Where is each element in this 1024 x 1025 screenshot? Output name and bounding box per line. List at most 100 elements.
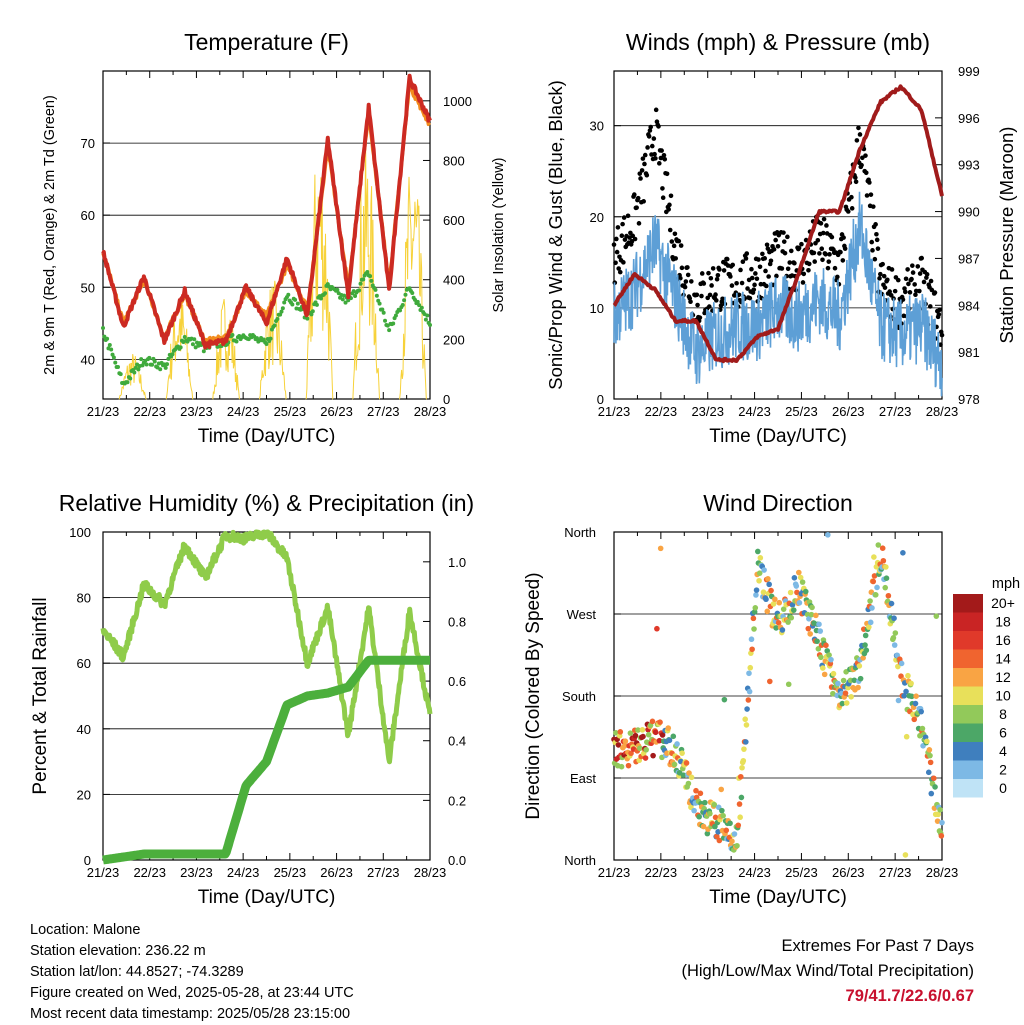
direction-point <box>622 738 629 745</box>
dewpoint-point <box>393 313 398 318</box>
gust-point <box>869 239 875 245</box>
direction-point <box>621 742 628 749</box>
gust-point <box>638 176 643 181</box>
gust-point <box>699 293 704 299</box>
gust-point <box>721 268 727 273</box>
y2-tick-label: 0.2 <box>448 793 466 808</box>
dewpoint-point <box>102 334 107 339</box>
direction-point <box>898 660 905 667</box>
gust-point <box>666 207 671 212</box>
gust-point <box>743 256 749 261</box>
gust-point <box>683 279 689 284</box>
gust-point <box>782 250 788 256</box>
gust-point <box>779 266 785 271</box>
gust-point <box>660 195 666 201</box>
gust-point <box>648 124 654 130</box>
y2-tick-label: 1000 <box>443 94 472 109</box>
direction-point <box>742 716 748 723</box>
direction-point <box>918 708 924 715</box>
dewpoint-point <box>128 376 133 381</box>
gust-point <box>622 237 628 242</box>
x-tick-label: 26/23 <box>832 865 865 880</box>
gust-point <box>668 193 674 199</box>
gust-point <box>678 243 684 248</box>
y-tick-label: East <box>570 771 596 786</box>
panel-2: 21/23 22/23 23/23 24/23 25/23 26/23 27/23 28/23… <box>545 29 1017 447</box>
gust-point <box>616 266 621 271</box>
direction-point <box>700 823 707 830</box>
legend-swatch <box>953 686 983 705</box>
dewpoint-point <box>107 342 112 347</box>
dewpoint-point <box>268 336 273 341</box>
gust-point <box>938 342 943 347</box>
gust-point <box>771 247 777 252</box>
direction-point <box>806 616 812 622</box>
latlon-text: Station lat/lon: 44.8527; -74.3289 <box>30 964 244 980</box>
gust-point <box>763 283 769 289</box>
direction-point <box>760 589 767 595</box>
dewpoint-point <box>290 302 295 307</box>
direction-point <box>637 745 643 752</box>
gust-point <box>818 221 824 226</box>
direction-point <box>679 750 685 756</box>
gust-point <box>806 261 812 267</box>
direction-point <box>657 719 663 725</box>
y2-tick-label: 999 <box>958 64 980 79</box>
gust-point <box>632 192 637 197</box>
direction-point <box>860 655 866 661</box>
gust-point <box>762 256 768 261</box>
y-tick-label: 10 <box>590 301 604 316</box>
dewpoint-point <box>357 288 362 293</box>
dewpoint-point <box>403 292 408 297</box>
direction-point <box>739 764 745 771</box>
direction-point <box>707 810 713 817</box>
direction-point <box>773 625 779 631</box>
direction-point <box>674 741 680 747</box>
gust-point <box>728 274 733 279</box>
x-tick-label: 22/23 <box>133 865 166 880</box>
gust-point <box>781 230 786 235</box>
direction-point <box>866 624 872 630</box>
x-tick-label: 25/23 <box>274 865 307 880</box>
gust-point <box>714 276 720 282</box>
x-tick-label: 26/23 <box>832 404 865 419</box>
gust-point <box>764 242 770 248</box>
y2-tick-label: 600 <box>443 213 465 228</box>
gust-point <box>751 287 757 292</box>
dewpoint-point <box>115 364 120 369</box>
direction-point <box>867 619 874 626</box>
gust-point <box>906 281 911 287</box>
y-tick-label: 70 <box>81 136 95 151</box>
gust-point <box>614 236 619 242</box>
direction-point <box>830 670 837 677</box>
x-tick-label: 22/23 <box>645 404 678 419</box>
gust-point <box>796 245 802 251</box>
direction-point <box>785 681 792 688</box>
direction-point <box>926 747 933 753</box>
gust-point <box>653 156 658 161</box>
direction-point <box>628 750 634 757</box>
dewpoint-point <box>391 321 396 326</box>
direction-point <box>819 665 826 671</box>
dewpoint-point <box>286 292 291 297</box>
x-tick-label: 27/23 <box>879 865 912 880</box>
gust-point <box>853 175 858 180</box>
direction-point <box>775 619 782 626</box>
direction-point <box>738 794 745 801</box>
x-axis-label: Time (Day/UTC) <box>709 887 847 908</box>
direction-point <box>934 818 941 824</box>
gust-point <box>929 287 935 293</box>
direction-point <box>908 680 914 687</box>
gust-point <box>832 265 838 271</box>
y2-tick-label: 0 <box>443 392 450 407</box>
direction-point <box>808 611 815 618</box>
gust-point <box>659 148 664 153</box>
direction-point <box>671 761 678 768</box>
dewpoint-point <box>374 293 379 298</box>
direction-point <box>650 752 656 759</box>
y-tick-label: 20 <box>590 210 604 225</box>
y2-tick-label: 1.0 <box>448 555 466 570</box>
dewpoint-point <box>125 380 130 385</box>
plot-frame <box>102 70 431 400</box>
panel-4: 21/23 22/23 23/23 24/23 25/23 26/23 27/23 28/23… <box>523 490 958 908</box>
